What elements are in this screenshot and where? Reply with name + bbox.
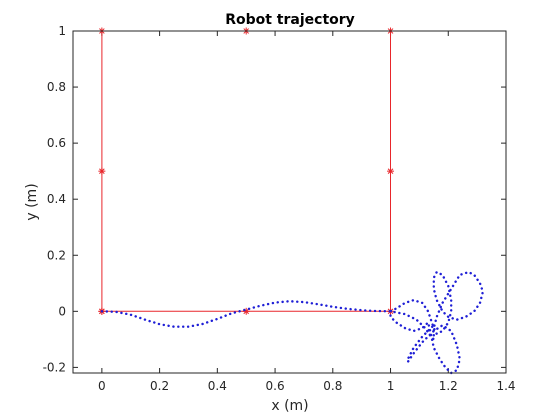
- x-tick-label: 1.4: [496, 379, 515, 393]
- reference-waypoint-marker: [387, 167, 395, 175]
- y-axis-ticks: -0.2 0 0.2 0.4 0.6 0.8 1: [43, 24, 506, 374]
- x-tick-label: 0.6: [266, 379, 285, 393]
- y-tick-label: 0.4: [47, 192, 66, 206]
- y-tick-label: 1: [58, 24, 66, 38]
- x-tick-label: 1: [387, 379, 395, 393]
- x-tick-label: 0.2: [150, 379, 169, 393]
- x-tick-label: 0.8: [323, 379, 342, 393]
- x-tick-label: 0: [98, 379, 106, 393]
- y-tick-label: 0: [58, 304, 66, 318]
- plot-area: [73, 31, 506, 373]
- x-axis-label: x (m): [271, 398, 308, 414]
- y-tick-label: 0.6: [47, 136, 66, 150]
- y-tick-label: 0.8: [47, 80, 66, 94]
- axes-box: [72, 30, 507, 374]
- chart-title: Robot trajectory: [225, 12, 355, 28]
- y-tick-label: 0.2: [47, 248, 66, 262]
- y-axis-label: y (m): [24, 183, 40, 220]
- y-tick-label: -0.2: [43, 360, 66, 374]
- x-tick-label: 1.2: [439, 379, 458, 393]
- reference-waypoint-marker: [98, 167, 106, 175]
- x-tick-label: 0.4: [208, 379, 227, 393]
